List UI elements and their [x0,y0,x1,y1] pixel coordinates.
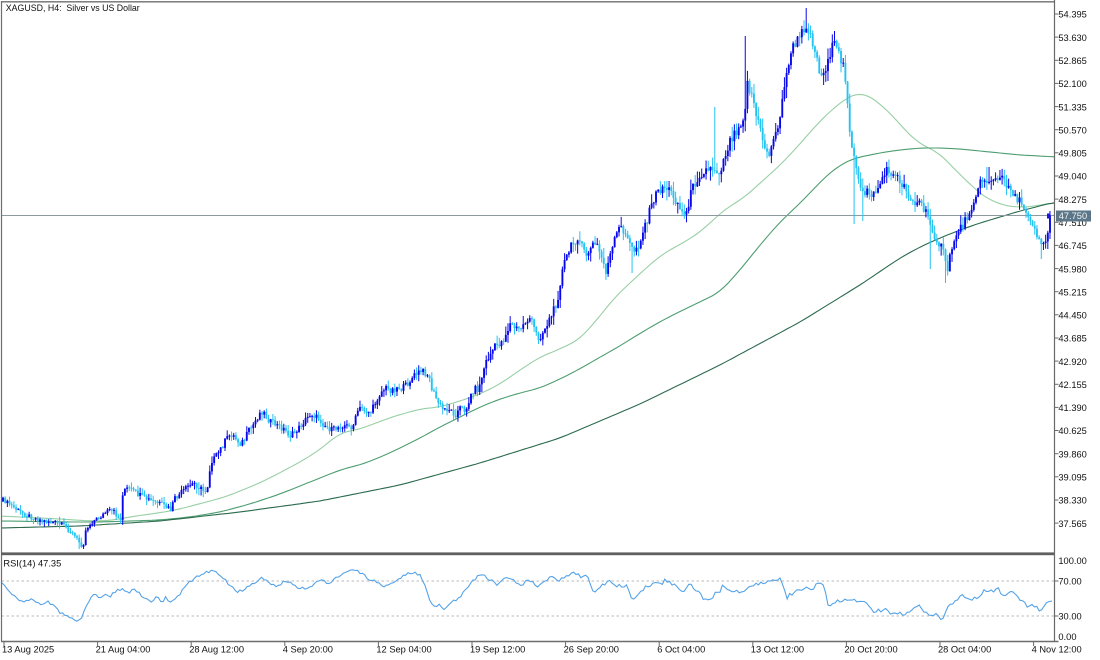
svg-text:52.865: 52.865 [1058,56,1086,66]
svg-text:42.155: 42.155 [1058,380,1086,390]
svg-text:39.860: 39.860 [1058,449,1086,459]
svg-text:52.100: 52.100 [1058,79,1086,89]
svg-text:4 Nov 12:00: 4 Nov 12:00 [1032,645,1082,655]
svg-text:21 Aug 04:00: 21 Aug 04:00 [96,645,151,655]
svg-text:47.750: 47.750 [1059,211,1087,221]
svg-text:13 Aug 2025: 13 Aug 2025 [2,645,54,655]
svg-text:51.335: 51.335 [1058,102,1086,112]
svg-text:XAGUSD, H4: Silver vs US Doll: XAGUSD, H4: Silver vs US Dollar [6,3,140,13]
svg-text:50.570: 50.570 [1058,125,1086,135]
svg-text:43.685: 43.685 [1058,334,1086,344]
svg-text:20 Oct 20:00: 20 Oct 20:00 [844,645,897,655]
svg-text:4 Sep 20:00: 4 Sep 20:00 [283,645,333,655]
svg-text:RSI(14) 47.35: RSI(14) 47.35 [3,558,61,568]
svg-text:6 Oct 04:00: 6 Oct 04:00 [657,645,705,655]
svg-text:39.095: 39.095 [1058,473,1086,483]
svg-text:41.390: 41.390 [1058,403,1086,413]
svg-text:0.00: 0.00 [1058,632,1076,642]
svg-text:19 Sep 12:00: 19 Sep 12:00 [470,645,525,655]
svg-text:100.00: 100.00 [1058,556,1086,566]
svg-text:26 Sep 20:00: 26 Sep 20:00 [564,645,619,655]
svg-text:49.040: 49.040 [1058,172,1086,182]
svg-text:28 Aug 12:00: 28 Aug 12:00 [189,645,244,655]
svg-text:40.625: 40.625 [1058,426,1086,436]
svg-text:49.805: 49.805 [1058,149,1086,159]
svg-text:45.980: 45.980 [1058,264,1086,274]
svg-text:70.00: 70.00 [1058,577,1081,587]
svg-text:47.510: 47.510 [1058,218,1086,228]
svg-text:38.330: 38.330 [1058,496,1086,506]
svg-text:12 Sep 04:00: 12 Sep 04:00 [376,645,431,655]
svg-text:45.215: 45.215 [1058,287,1086,297]
svg-text:13 Oct 12:00: 13 Oct 12:00 [751,645,804,655]
svg-text:28 Oct 04:00: 28 Oct 04:00 [938,645,991,655]
svg-text:54.395: 54.395 [1058,10,1086,20]
svg-text:48.275: 48.275 [1058,195,1086,205]
svg-text:30.00: 30.00 [1058,612,1081,622]
svg-text:53.630: 53.630 [1058,33,1086,43]
svg-text:44.450: 44.450 [1058,311,1086,321]
svg-text:37.565: 37.565 [1058,519,1086,529]
svg-text:46.745: 46.745 [1058,241,1086,251]
svg-text:42.920: 42.920 [1058,357,1086,367]
